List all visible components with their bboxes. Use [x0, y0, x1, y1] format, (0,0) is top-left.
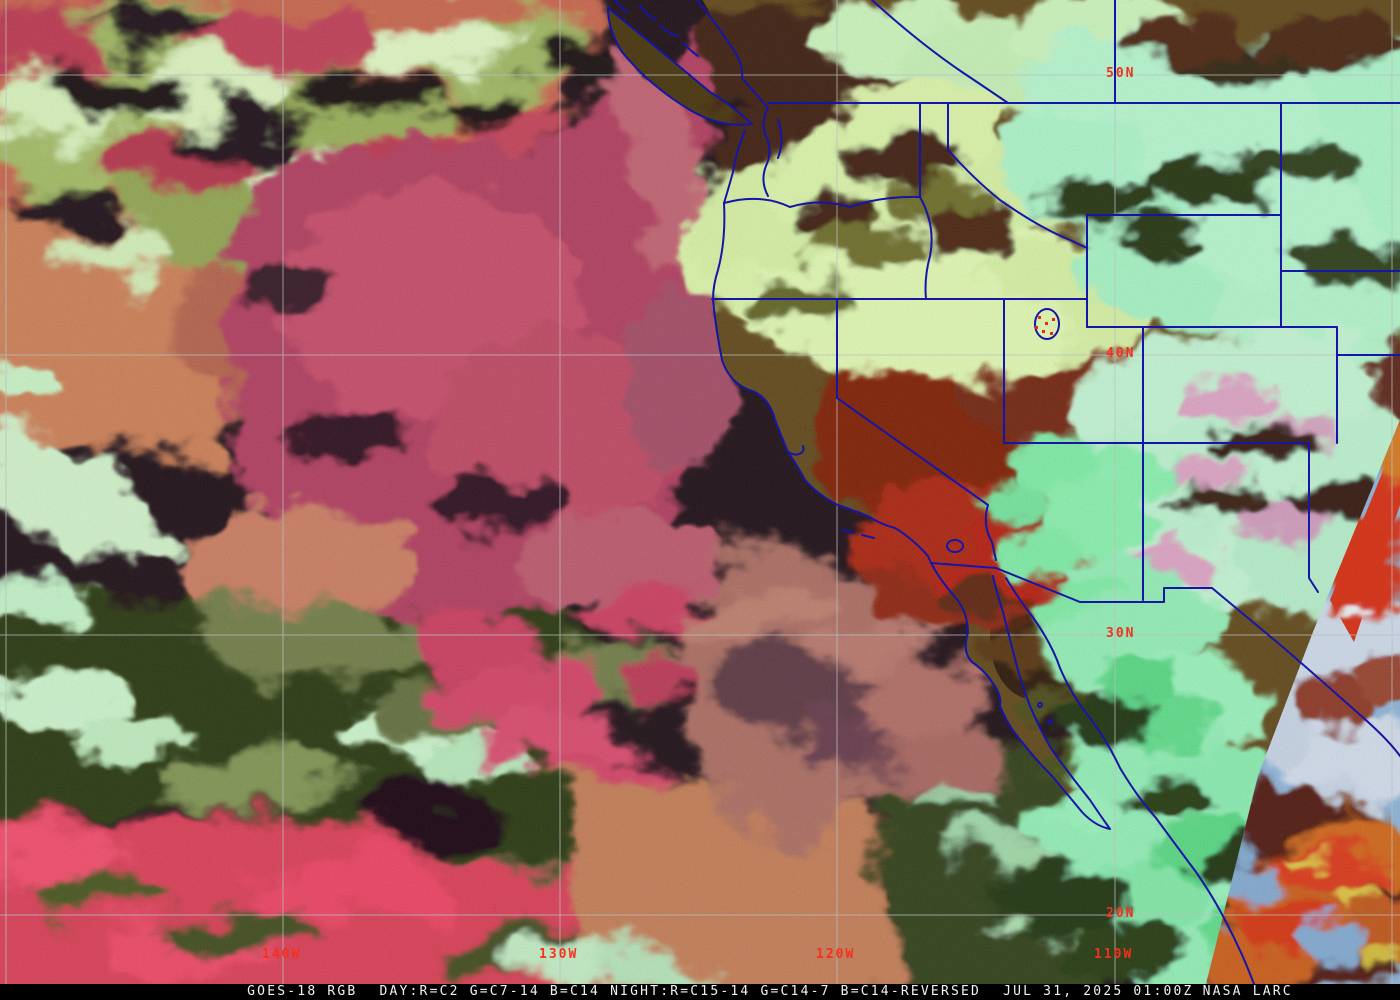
lat-label-50n: 50N	[1106, 66, 1136, 81]
credit-label: NASA LARC	[1202, 984, 1293, 999]
product-label: GOES-18 RGB	[247, 984, 358, 999]
status-bar: GOES-18 RGB DAY:R=C2 G=C7-14 B=C14 NIGHT…	[0, 984, 1400, 1000]
lon-label-120w: 120W	[816, 947, 856, 962]
red-speckles	[1035, 316, 1055, 335]
map-borders	[607, 0, 1400, 984]
lat-label-20n: 20N	[1106, 906, 1136, 921]
timestamp-label: JUL 31, 2025 01:00Z	[1003, 984, 1194, 999]
lat-label-30n: 30N	[1106, 626, 1136, 641]
lon-label-130w: 130W	[539, 947, 579, 962]
lon-label-110w: 110W	[1094, 947, 1134, 962]
lon-label-140w: 140W	[262, 947, 302, 962]
rgb-recipe-label: DAY:R=C2 G=C7-14 B=C14 NIGHT:R=C15-14 G=…	[379, 984, 982, 999]
lat-label-40n: 40N	[1106, 346, 1136, 361]
